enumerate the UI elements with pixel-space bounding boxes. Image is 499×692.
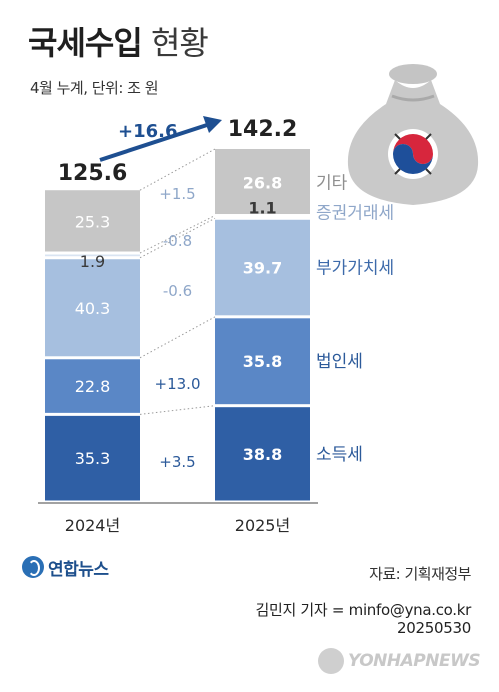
money-bag-icon — [347, 64, 479, 205]
bar-segment-증권거래세-2024년 — [45, 254, 140, 257]
value-label-기타-2025년: 26.8 — [243, 173, 282, 192]
total-change-arrow-line — [99, 122, 211, 162]
value-label-부가가치세-2024년: 40.3 — [75, 299, 111, 318]
value-label-증권거래세-2025년: 1.1 — [248, 199, 276, 218]
value-label-증권거래세-2024년: 1.9 — [80, 252, 105, 271]
bar-segment-법인세-2025년 — [215, 318, 310, 405]
value-label-기타-2024년: 25.3 — [75, 213, 111, 232]
value-label-부가가치세-2025년: 39.7 — [243, 259, 282, 278]
credit-line-1: 김민지 기자 = minfo@yna.co.kr — [255, 601, 471, 619]
change-label-법인세: +13.0 — [155, 375, 201, 393]
yonhap-logo-icon — [22, 556, 44, 578]
bar-segment-법인세-2024년 — [45, 359, 140, 413]
connector-line-법인세 — [139, 316, 216, 359]
series-name-증권거래세: 증권거래세 — [316, 204, 394, 224]
yonhapnews-watermark: YONHAPNEWS — [318, 648, 481, 674]
bar-segment-소득세-2024년 — [45, 415, 140, 501]
total-label-2025년: 142.2 — [228, 117, 298, 142]
change-label-증권거래세: -0.8 — [163, 232, 192, 250]
x-tick-label-2024년: 2024년 — [65, 516, 120, 535]
bar-segment-기타-2024년 — [45, 190, 140, 252]
series-name-부가가치세: 부가가치세 — [316, 259, 394, 279]
yonhap-logo: 연합뉴스 — [22, 553, 109, 581]
total-label-2024년: 125.6 — [58, 161, 128, 186]
yonhapnews-logo-text: YONHAPNEWS — [348, 651, 481, 671]
change-label-소득세: +3.5 — [159, 453, 195, 471]
x-tick-label-2025년: 2025년 — [235, 516, 290, 535]
source-text: 자료: 기획재정부 — [369, 565, 471, 583]
bar-segment-기타-2025년 — [215, 149, 310, 215]
credit-text: 김민지 기자 = minfo@yna.co.kr 20250530 — [255, 601, 471, 637]
connector-line-소득세 — [139, 405, 216, 415]
title-bold: 국세수입 — [28, 24, 143, 62]
bar-segment-부가가치세-2025년 — [215, 219, 310, 316]
value-label-법인세-2024년: 22.8 — [75, 377, 111, 396]
credit-line-2: 20250530 — [397, 619, 471, 637]
series-name-기타: 기타 — [316, 173, 348, 193]
change-label-부가가치세: -0.6 — [163, 282, 192, 300]
yonhap-logo-text: 연합뉴스 — [48, 559, 109, 580]
change-label-기타: +1.5 — [159, 185, 195, 203]
total-change-arrow-head — [203, 116, 222, 133]
value-label-소득세-2025년: 38.8 — [243, 445, 282, 464]
series-name-법인세: 법인세 — [316, 352, 363, 372]
value-label-소득세-2024년: 35.3 — [75, 449, 111, 468]
value-label-법인세-2025년: 35.8 — [243, 352, 282, 371]
title: 국세수입 현황 — [28, 18, 209, 64]
bar-segment-소득세-2025년 — [215, 407, 310, 501]
subtitle: 4월 누계, 단위: 조 원 — [30, 79, 159, 97]
yonhapnews-logo-icon — [318, 648, 344, 674]
bar-segment-부가가치세-2024년 — [45, 259, 140, 357]
series-name-소득세: 소득세 — [316, 445, 363, 465]
title-light: 현황 — [150, 24, 209, 62]
total-change-label: +16.6 — [118, 121, 178, 142]
